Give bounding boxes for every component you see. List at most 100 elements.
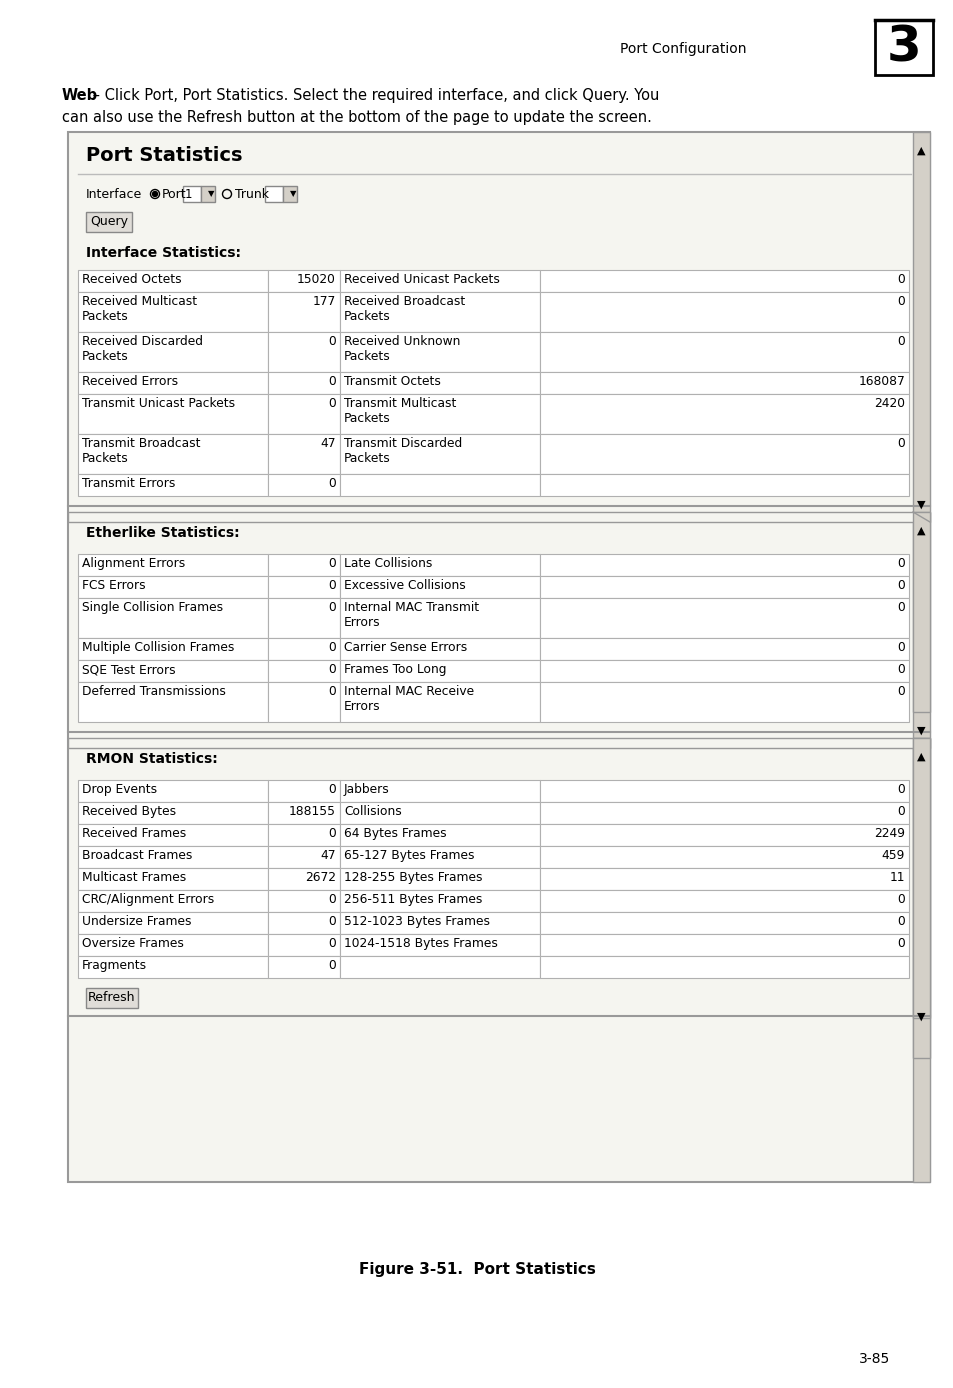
Bar [78,890,268,912]
Text: – Click Port, Port Statistics. Select the required interface, and click Query. Y: – Click Port, Port Statistics. Select th… [88,87,659,103]
Text: Alignment Errors: Alignment Errors [82,557,185,570]
Text: ▼: ▼ [916,500,924,509]
Text: 0: 0 [328,686,335,698]
Bar [268,824,339,847]
Bar [268,890,339,912]
Text: 0: 0 [328,827,335,840]
Bar [268,912,339,934]
Text: ▼: ▼ [208,189,214,198]
Text: Web: Web [62,87,98,103]
Text: 168087: 168087 [858,375,904,389]
Text: 0: 0 [897,663,904,676]
Text: 47: 47 [320,849,335,862]
Bar [78,638,268,661]
Bar [268,394,339,434]
Bar [268,271,339,291]
Bar [539,912,908,934]
Bar [268,802,339,824]
Text: Multiple Collision Frames: Multiple Collision Frames [82,641,234,654]
Bar [183,186,201,203]
Text: Jabbers: Jabbers [344,783,390,795]
Text: ▲: ▲ [916,526,924,536]
Bar [268,554,339,576]
Bar [268,638,339,661]
Text: SQE Test Errors: SQE Test Errors [82,663,175,676]
Bar [78,868,268,890]
Bar [339,473,539,496]
Bar [539,780,908,802]
Bar [268,576,339,598]
Bar [339,661,539,682]
Bar [78,271,268,291]
Text: Late Collisions: Late Collisions [344,557,432,570]
Bar [283,186,296,203]
Text: Fragments: Fragments [82,959,147,972]
Text: Transmit Broadcast
Packets: Transmit Broadcast Packets [82,437,200,465]
Bar [265,186,283,203]
Bar [78,473,268,496]
Bar [268,434,339,473]
Bar [268,332,339,372]
Text: Broadcast Frames: Broadcast Frames [82,849,193,862]
Text: Transmit Errors: Transmit Errors [82,477,175,490]
Bar [78,434,268,473]
Bar [339,912,539,934]
Bar [539,638,908,661]
Bar [268,780,339,802]
Bar [339,956,539,979]
Text: 3-85: 3-85 [859,1352,890,1366]
Text: 177: 177 [313,296,335,308]
Text: 0: 0 [897,641,904,654]
Bar [339,394,539,434]
Bar [78,682,268,722]
Text: ▲: ▲ [916,146,924,155]
Bar [339,780,539,802]
Text: Received Errors: Received Errors [82,375,178,389]
Text: 0: 0 [897,437,904,450]
Bar [268,868,339,890]
Text: ▼: ▼ [290,189,296,198]
Text: Received Discarded
Packets: Received Discarded Packets [82,335,203,364]
Text: 2672: 2672 [305,872,335,884]
Text: 512-1023 Bytes Frames: 512-1023 Bytes Frames [344,915,490,929]
Text: 188155: 188155 [289,805,335,818]
Text: 0: 0 [328,937,335,949]
Text: Oversize Frames: Oversize Frames [82,937,184,949]
Bar [912,738,929,1058]
Bar [539,868,908,890]
Text: 459: 459 [881,849,904,862]
Text: 2420: 2420 [873,397,904,409]
Bar [78,802,268,824]
Circle shape [152,192,157,197]
Text: 0: 0 [897,579,904,593]
Text: Internal MAC Receive
Errors: Internal MAC Receive Errors [344,686,474,713]
Text: 0: 0 [328,783,335,795]
Bar [539,394,908,434]
Text: Figure 3-51.  Port Statistics: Figure 3-51. Port Statistics [358,1262,595,1277]
Text: Excessive Collisions: Excessive Collisions [344,579,465,593]
Text: can also use the Refresh button at the bottom of the page to update the screen.: can also use the Refresh button at the b… [62,110,651,125]
Bar [539,956,908,979]
Text: 0: 0 [328,663,335,676]
Bar [539,847,908,868]
Bar [78,554,268,576]
Text: 0: 0 [897,335,904,348]
Text: 0: 0 [328,892,335,906]
Bar [86,212,132,232]
Text: 0: 0 [897,915,904,929]
Text: 0: 0 [897,296,904,308]
Text: Received Bytes: Received Bytes [82,805,176,818]
Bar [539,291,908,332]
Text: 0: 0 [897,937,904,949]
Bar [339,372,539,394]
Text: Transmit Discarded
Packets: Transmit Discarded Packets [344,437,462,465]
Text: Interface Statistics:: Interface Statistics: [86,246,241,260]
Text: ▼: ▼ [916,1012,924,1022]
Text: CRC/Alignment Errors: CRC/Alignment Errors [82,892,214,906]
Text: Port Configuration: Port Configuration [619,42,745,56]
Bar [268,682,339,722]
Text: 128-255 Bytes Frames: 128-255 Bytes Frames [344,872,482,884]
Bar [339,638,539,661]
Bar [268,934,339,956]
Bar [339,554,539,576]
